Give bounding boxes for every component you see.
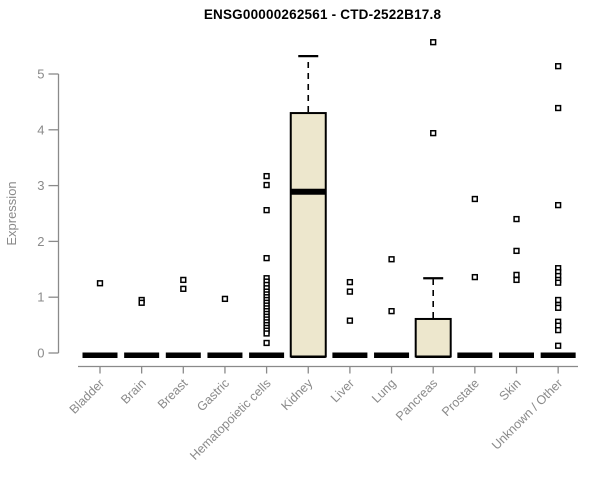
outlier-point [180,276,187,284]
zero-box-bar [457,352,493,358]
x-tick-label: Pancreas [393,376,440,423]
y-axis-title: Expression [4,181,19,245]
outlier-point [555,296,562,304]
zero-box-bar [165,352,201,358]
outlier-point [180,285,187,292]
outlier-point [346,288,354,295]
outlier-point [513,247,520,255]
outlier-point [555,304,562,311]
outlier-point [263,207,270,214]
y-tick-label: 2 [37,234,44,249]
outlier-point [388,308,395,315]
outlier-point [430,129,437,137]
outlier-point [555,63,562,70]
outlier-point [555,342,562,349]
zero-box-bar [332,352,368,358]
outlier-point [555,201,562,209]
zero-box-bar [374,352,410,358]
x-tick-label: Prostate [439,376,482,419]
y-tick-label: 5 [37,67,44,82]
outlier-point [346,278,354,286]
outlier-point [96,280,104,287]
y-tick-label: 3 [37,178,44,193]
y-tick-label: 1 [37,290,44,305]
outlier-point [388,256,395,263]
outlier-point [513,271,520,279]
x-tick-label: Unknown / Other [489,376,565,452]
outlier-point [471,195,479,203]
outlier-point [555,279,562,286]
outlier-point [555,104,562,112]
box-iqr [289,112,327,358]
x-tick-label: Brain [118,376,149,407]
zero-box-bar [82,352,118,358]
outlier-point [263,254,270,262]
outlier-point [138,299,145,306]
outlier-point [346,317,354,324]
outlier-point [263,172,270,180]
y-tick-label: 0 [37,346,44,361]
x-tick-label: Breast [155,376,191,412]
outlier-point [263,339,270,347]
outlier-point [221,295,229,303]
median-line [290,188,326,195]
x-tick-label: Skin [497,376,524,403]
x-tick-label: Hematopoietic cells [187,376,274,463]
x-tick-label: Kidney [278,376,315,413]
zero-box-bar [249,352,285,358]
zero-box-bar [540,352,576,358]
x-tick-label: Bladder [67,376,107,416]
zero-box-bar [499,352,534,358]
outlier-point [430,39,437,46]
box-iqr [414,317,452,358]
outlier-point [513,276,520,284]
outlier-point [555,326,562,334]
outlier-point [263,330,270,337]
y-tick-label: 4 [37,122,44,137]
x-tick-label: Gastric [194,376,232,414]
zero-box-bar [207,352,243,358]
x-tick-label: Lung [369,376,399,406]
outlier-point [263,181,270,189]
outlier-point [471,273,479,281]
x-tick-label: Liver [328,376,357,405]
zero-box-bar [124,352,160,358]
chart-title: ENSG00000262561 - CTD-2522B17.8 [203,7,442,22]
outlier-point [513,215,520,223]
